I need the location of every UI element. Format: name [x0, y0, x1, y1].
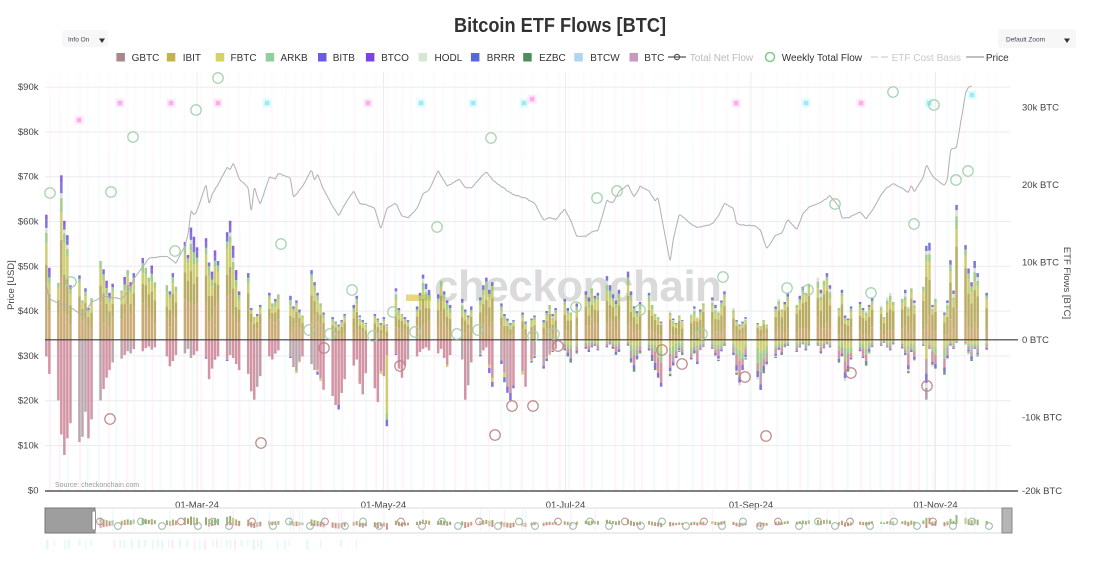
svg-text:01-May-24: 01-May-24: [361, 500, 406, 511]
svg-text:$70k: $70k: [18, 172, 39, 183]
svg-text:10k BTC: 10k BTC: [1022, 258, 1059, 269]
svg-text:BTCW: BTCW: [590, 53, 620, 64]
svg-text:$10k: $10k: [18, 441, 39, 452]
svg-text:$80k: $80k: [18, 127, 39, 138]
svg-text:$40k: $40k: [18, 306, 39, 317]
svg-text:$60k: $60k: [18, 217, 39, 228]
svg-text:$0: $0: [28, 485, 39, 496]
svg-text:EZBC: EZBC: [539, 53, 566, 64]
svg-text:$50k: $50k: [18, 261, 39, 272]
svg-text:01-Nov-24: 01-Nov-24: [913, 500, 957, 511]
svg-text:-20k BTC: -20k BTC: [1022, 486, 1062, 497]
svg-text:Total Net Flow: Total Net Flow: [690, 53, 754, 64]
svg-text:Info On: Info On: [68, 37, 90, 44]
svg-text:ARKB: ARKB: [281, 53, 309, 64]
svg-text:IBIT: IBIT: [183, 53, 201, 64]
svg-text:Price [USD]: Price [USD]: [6, 260, 17, 310]
svg-text:$30k: $30k: [18, 351, 39, 362]
svg-text:20k BTC: 20k BTC: [1022, 180, 1059, 191]
svg-text:GBTC: GBTC: [132, 53, 160, 64]
svg-text:ETF Flows [BTC]: ETF Flows [BTC]: [1061, 247, 1072, 319]
svg-text:BITB: BITB: [333, 53, 356, 64]
svg-text:$20k: $20k: [18, 396, 39, 407]
svg-text:Bitcoin ETF Flows [BTC]: Bitcoin ETF Flows [BTC]: [454, 15, 666, 37]
svg-text:Weekly Total Flow: Weekly Total Flow: [782, 53, 863, 64]
svg-text:$90k: $90k: [18, 82, 39, 93]
svg-text:01-Jul-24: 01-Jul-24: [546, 500, 586, 511]
svg-text:HODL: HODL: [435, 53, 463, 64]
svg-text:BTC: BTC: [644, 53, 664, 64]
svg-text:Default Zoom: Default Zoom: [1006, 37, 1045, 44]
svg-text:01-Mar-24: 01-Mar-24: [175, 500, 219, 511]
svg-text:FBTC: FBTC: [231, 53, 257, 64]
svg-text:Price: Price: [986, 53, 1009, 64]
svg-text:BTCO: BTCO: [381, 53, 409, 64]
svg-text:ETF Cost Basis: ETF Cost Basis: [892, 53, 961, 64]
svg-text:01-Sep-24: 01-Sep-24: [729, 500, 773, 511]
svg-text:Source: checkonchain.com: Source: checkonchain.com: [55, 482, 139, 489]
svg-text:-10k BTC: -10k BTC: [1022, 413, 1062, 424]
svg-text:30k BTC: 30k BTC: [1022, 103, 1059, 114]
svg-text:0 BTC: 0 BTC: [1022, 335, 1049, 346]
svg-text:BRRR: BRRR: [487, 53, 515, 64]
